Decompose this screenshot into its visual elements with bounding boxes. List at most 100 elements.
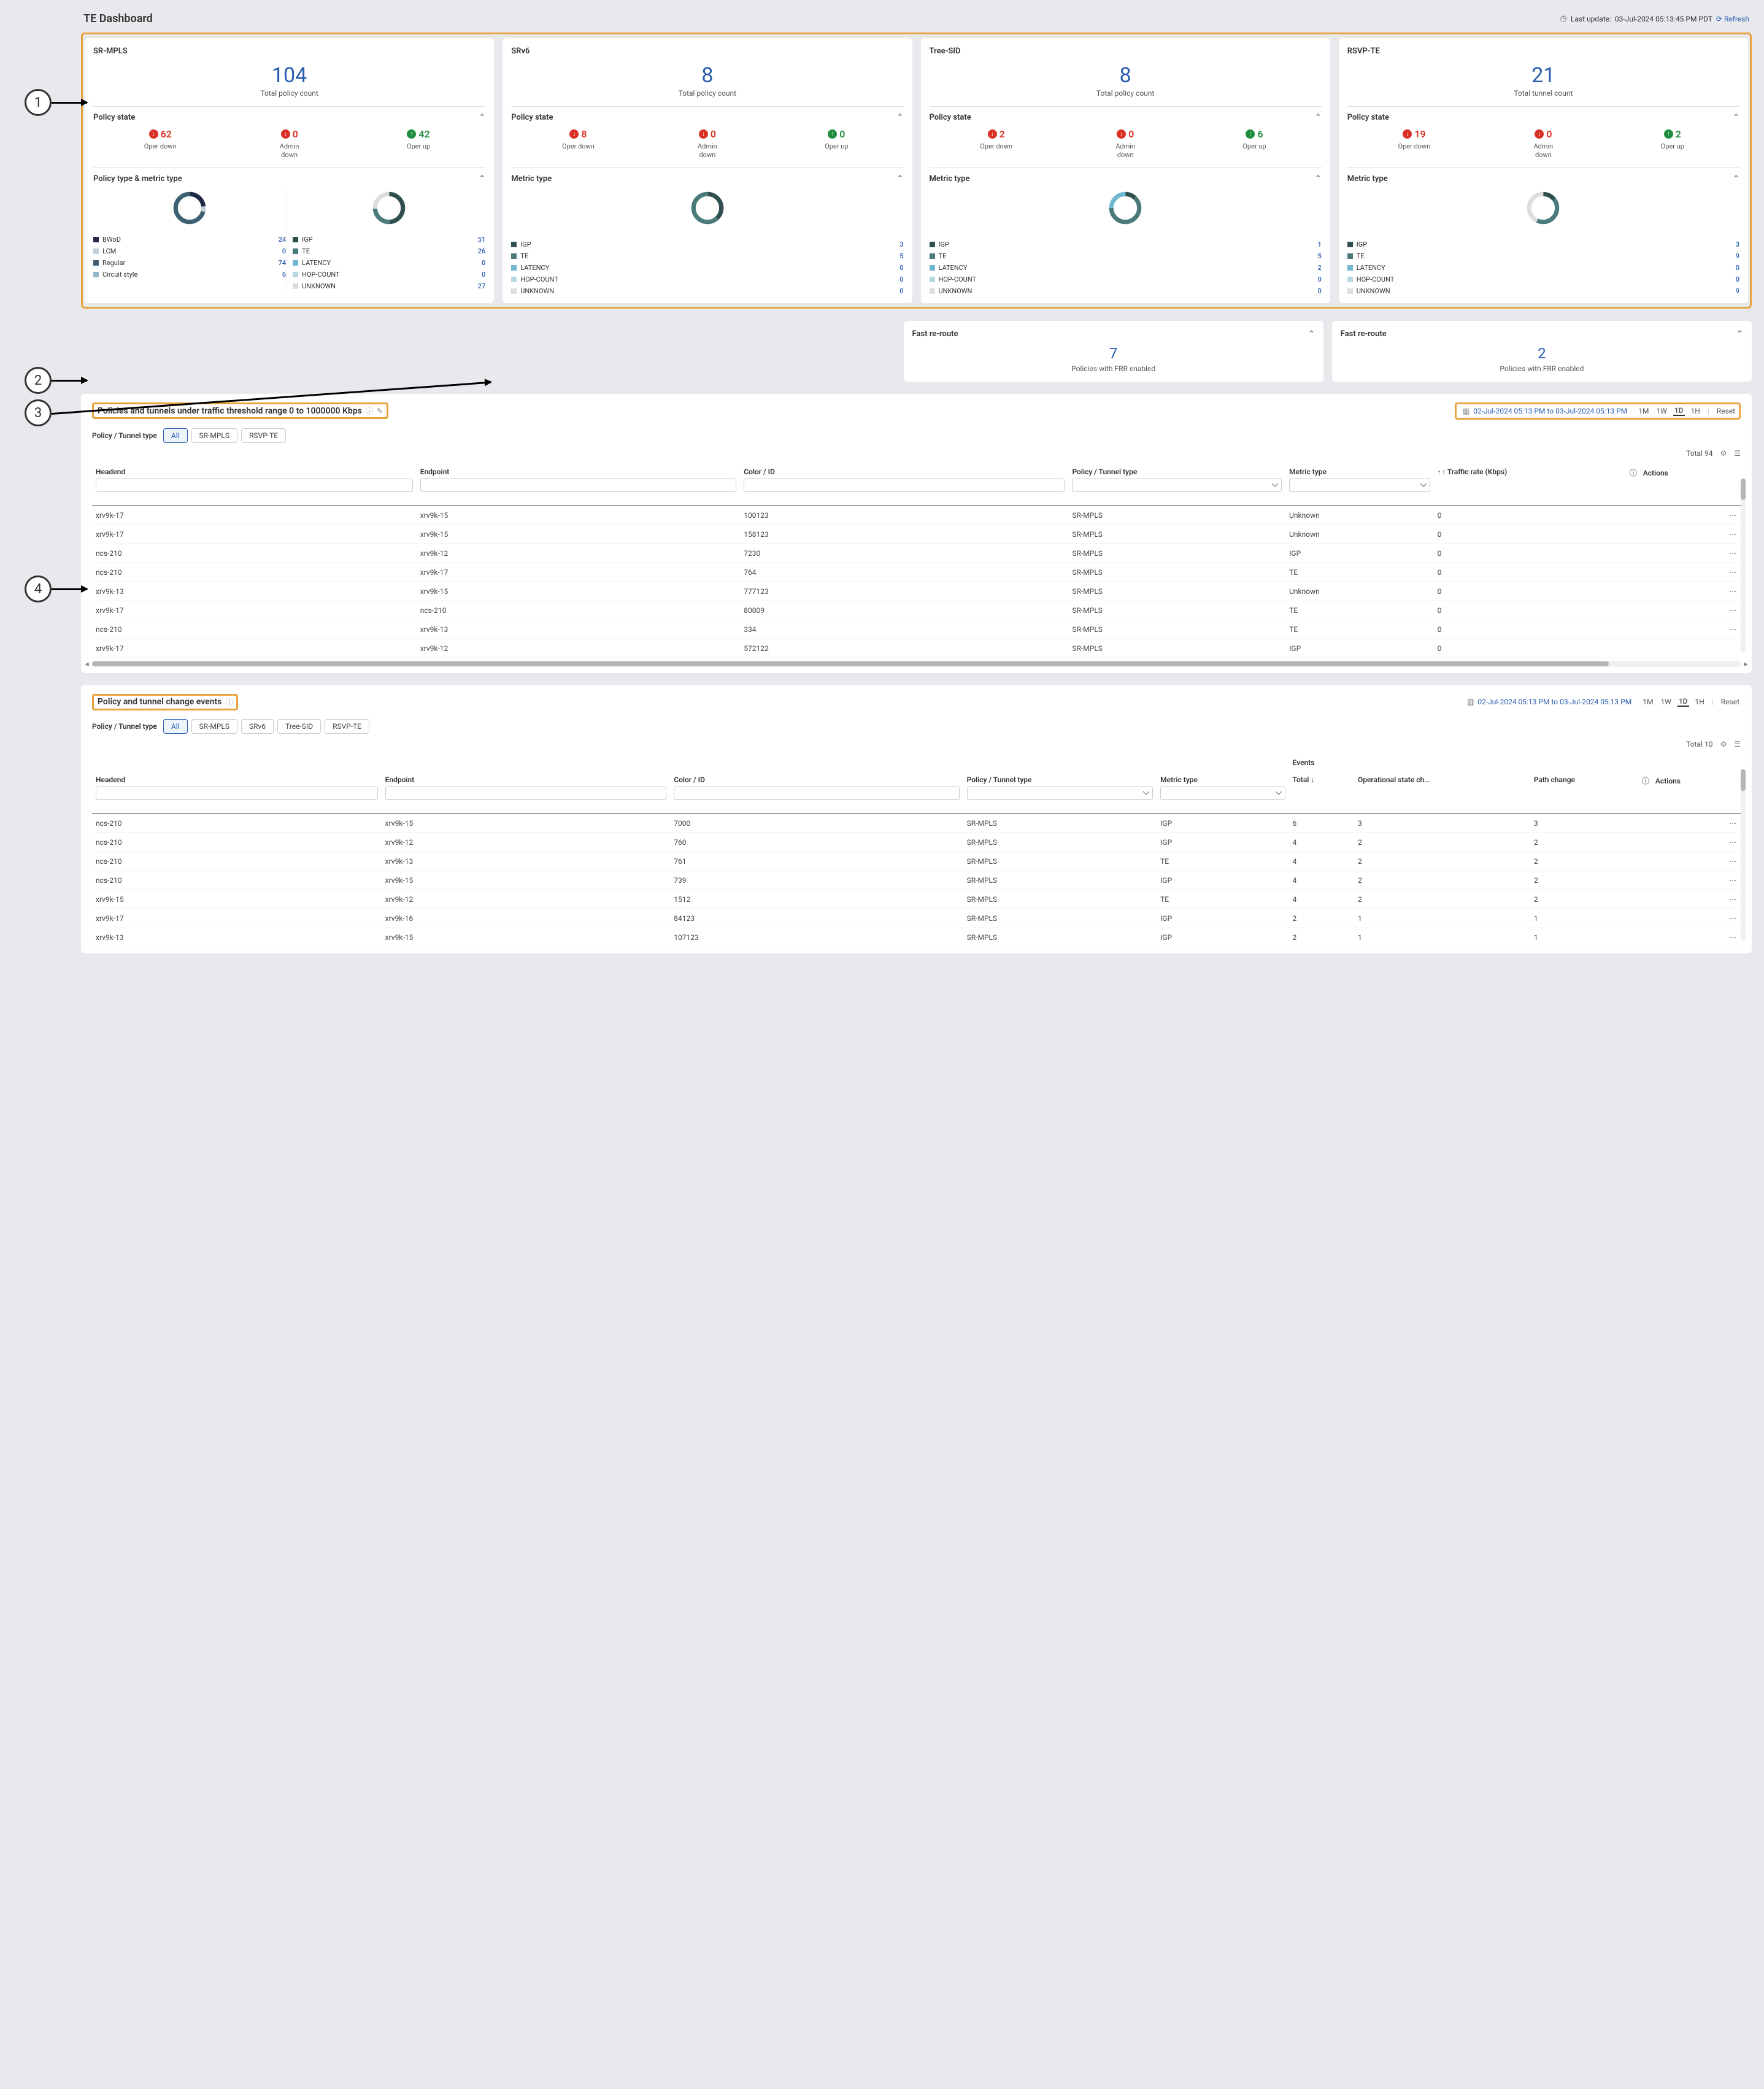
column-filter-select[interactable] [1072, 479, 1282, 492]
table-row[interactable]: ncs-210xrv9k-127230SR-MPLSIGP0 ⋯ [92, 544, 1741, 563]
column-header[interactable]: Headend [92, 463, 417, 496]
legend-value[interactable]: 5 [899, 252, 903, 260]
column-filter-input[interactable] [674, 787, 959, 800]
legend-value[interactable]: 0 [899, 287, 903, 295]
policy-state-header[interactable]: Policy state⌃ [511, 113, 903, 122]
frr-header[interactable]: Fast re-route ⌃ [912, 329, 1315, 339]
column-header[interactable]: ⓘActions [1638, 771, 1741, 804]
oper-down-count[interactable]: ↓2 [988, 128, 1005, 140]
column-header[interactable]: Path change [1530, 771, 1638, 804]
row-actions[interactable]: ⋯ [1626, 582, 1741, 601]
table-row[interactable]: ncs-210xrv9k-12760SR-MPLSIGP422 ⋯ [92, 833, 1741, 852]
column-header[interactable]: Operational state ch… [1354, 771, 1530, 804]
date-range-picker[interactable]: ▥ 02-Jul-2024 05:13 PM to 03-Jul-2024 05… [1463, 696, 1635, 707]
filter-treesid[interactable]: Tree-SID [277, 719, 321, 734]
table-row[interactable]: ncs-210xrv9k-157000SR-MPLSIGP633 ⋯ [92, 814, 1741, 833]
column-filter-input[interactable] [96, 479, 413, 492]
edit-icon[interactable]: ✎ [377, 407, 383, 415]
column-header[interactable]: Color / ID [670, 771, 963, 804]
legend-value[interactable]: 5 [1317, 252, 1321, 260]
policy-state-header[interactable]: Policy state⌃ [1347, 113, 1739, 122]
column-header[interactable]: ⓘActions [1626, 463, 1741, 496]
column-header[interactable]: ↑↑ Traffic rate (Kbps) [1434, 463, 1626, 496]
gear-icon[interactable]: ⚙ [1720, 449, 1727, 458]
row-actions[interactable]: ⋯ [1638, 852, 1741, 871]
refresh-button[interactable]: ⟳ Refresh [1716, 15, 1749, 23]
oper-up-count[interactable]: ↑6 [1246, 128, 1263, 140]
legend-value[interactable]: 3 [899, 240, 903, 248]
legend-value[interactable]: 0 [1317, 287, 1321, 295]
column-filter-input[interactable] [385, 787, 667, 800]
total-count[interactable]: 8 [930, 63, 1322, 88]
metric-type-header[interactable]: Metric type⌃ [511, 174, 903, 183]
vertical-scrollbar[interactable] [1741, 769, 1746, 941]
filter-all[interactable]: All [163, 719, 188, 734]
info-icon[interactable]: ⓘ [1630, 469, 1637, 477]
legend-value[interactable]: 1 [1317, 240, 1321, 248]
total-count[interactable]: 104 [93, 63, 485, 88]
oper-up-count[interactable]: ↑42 [407, 128, 429, 140]
oper-down-count[interactable]: ↓62 [149, 128, 172, 140]
column-filter-select[interactable] [1289, 479, 1430, 492]
column-filter-input[interactable] [96, 787, 378, 800]
column-header[interactable]: Color / ID [740, 463, 1068, 496]
oper-up-count[interactable]: ↑2 [1664, 128, 1681, 140]
table-row[interactable]: xrv9k-17xrv9k-12572122SR-MPLSIGP0 [92, 639, 1741, 658]
range-1h[interactable]: 1H [1690, 407, 1701, 415]
legend-value[interactable]: 0 [482, 259, 485, 267]
legend-value[interactable]: 0 [1736, 275, 1739, 283]
filter-srmpls[interactable]: SR-MPLS [191, 719, 237, 734]
row-actions[interactable]: ⋯ [1638, 871, 1741, 890]
row-actions[interactable]: ⋯ [1626, 601, 1741, 620]
reset-button[interactable]: Reset [1720, 698, 1741, 706]
legend-value[interactable]: 0 [899, 264, 903, 272]
legend-value[interactable]: 74 [279, 259, 287, 267]
horizontal-scrollbar[interactable] [92, 661, 1741, 667]
range-1d[interactable]: 1D [1673, 406, 1685, 416]
row-actions[interactable]: ⋯ [1626, 525, 1741, 544]
frr-header[interactable]: Fast re-route ⌃ [1341, 329, 1743, 339]
table-row[interactable]: xrv9k-15xrv9k-121512SR-MPLSTE422 ⋯ [92, 890, 1741, 909]
filter-all[interactable]: All [163, 428, 188, 443]
row-actions[interactable]: ⋯ [1626, 563, 1741, 582]
legend-value[interactable]: 6 [282, 271, 286, 279]
column-header[interactable]: Endpoint [417, 463, 741, 496]
reset-button[interactable]: Reset [1716, 407, 1736, 415]
row-actions[interactable]: ⋯ [1638, 928, 1741, 947]
column-filter-select[interactable] [967, 787, 1154, 800]
filter-icon[interactable]: ☰ [1734, 740, 1741, 748]
date-range-picker[interactable]: ▥ 02-Jul-2024 05:13 PM to 03-Jul-2024 05… [1459, 406, 1631, 417]
table-row[interactable]: xrv9k-17ncs-21080009SR-MPLSTE0 ⋯ [92, 601, 1741, 620]
legend-value[interactable]: 0 [482, 271, 485, 279]
table-row[interactable]: ncs-210xrv9k-13334SR-MPLSTE0 ⋯ [92, 620, 1741, 639]
filter-rsvpte[interactable]: RSVP-TE [241, 428, 286, 443]
legend-value[interactable]: 26 [478, 247, 486, 255]
row-actions[interactable]: ⋯ [1626, 620, 1741, 639]
column-header[interactable]: Endpoint [382, 771, 671, 804]
table-row[interactable]: xrv9k-13xrv9k-15107123SR-MPLSIGP211 ⋯ [92, 928, 1741, 947]
legend-value[interactable]: 3 [1736, 240, 1739, 248]
filter-icon[interactable]: ☰ [1734, 449, 1741, 458]
vertical-scrollbar[interactable] [1741, 479, 1746, 652]
column-header[interactable]: Metric type [1285, 463, 1434, 496]
row-actions[interactable]: ⋯ [1638, 909, 1741, 928]
table-row[interactable]: xrv9k-17xrv9k-1684123SR-MPLSIGP211 ⋯ [92, 909, 1741, 928]
filter-srv6[interactable]: SRv6 [241, 719, 274, 734]
legend-value[interactable]: 27 [478, 282, 486, 290]
legend-value[interactable]: 9 [1736, 287, 1739, 295]
oper-down-count[interactable]: ↓8 [569, 128, 587, 140]
admin-down-count[interactable]: ↓0 [1535, 128, 1552, 140]
column-filter-input[interactable] [744, 479, 1065, 492]
column-header[interactable]: Policy / Tunnel type [963, 771, 1157, 804]
policy-state-header[interactable]: Policy state⌃ [930, 113, 1322, 122]
column-header[interactable]: Total ↓ [1289, 771, 1354, 804]
info-icon[interactable]: ⓘ [1642, 777, 1649, 785]
metric-type-header[interactable]: Policy type & metric type⌃ [93, 174, 485, 183]
row-actions[interactable]: ⋯ [1638, 833, 1741, 852]
column-header[interactable]: Policy / Tunnel type [1068, 463, 1285, 496]
filter-rsvpte[interactable]: RSVP-TE [325, 719, 369, 734]
legend-value[interactable]: 0 [899, 275, 903, 283]
policy-state-header[interactable]: Policy state⌃ [93, 113, 485, 122]
legend-value[interactable]: 0 [282, 247, 286, 255]
info-icon[interactable]: ⓘ [366, 406, 373, 416]
